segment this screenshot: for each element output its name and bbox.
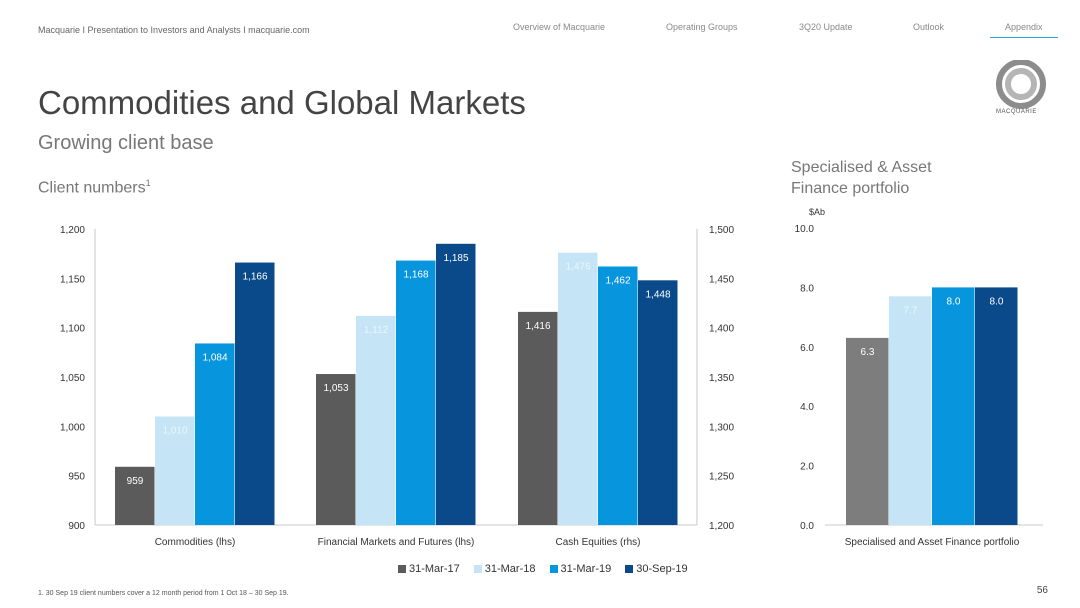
client-numbers-footnote-ref: 1 bbox=[145, 178, 151, 188]
bar-data-label: 1,168 bbox=[403, 270, 428, 281]
saf-y-tick-label: 10.0 bbox=[795, 224, 815, 235]
right-y-tick-label: 1,400 bbox=[709, 324, 734, 335]
category-label: Commodities (lhs) bbox=[155, 537, 236, 548]
saf-bar-31-mar-18 bbox=[889, 296, 932, 525]
bar-31-mar-19 bbox=[195, 343, 235, 525]
logo-text: MACQUARIE bbox=[996, 109, 1037, 115]
nav-3q20-update[interactable]: 3Q20 Update bbox=[799, 22, 853, 32]
bar-31-mar-17 bbox=[115, 466, 155, 525]
legend-item-31-mar-17: 31-Mar-17 bbox=[398, 563, 460, 575]
nav-appendix[interactable]: Appendix bbox=[1005, 22, 1043, 32]
header-topline: Macquarie I Presentation to Investors an… bbox=[38, 25, 310, 35]
saf-portfolio-title: Specialised & Asset Finance portfolio bbox=[791, 157, 932, 199]
legend-swatch-31-mar-18 bbox=[473, 565, 482, 573]
bar-data-label: 1,166 bbox=[242, 272, 267, 283]
bar-31-mar-19 bbox=[396, 260, 436, 525]
legend-item-30-sep-19: 30-Sep-19 bbox=[625, 563, 688, 575]
bar-data-label: 1,416 bbox=[525, 321, 550, 332]
legend-label-31-mar-18: 31-Mar-18 bbox=[484, 563, 536, 575]
bar-31-mar-18 bbox=[155, 416, 195, 525]
saf-title-line2: Finance portfolio bbox=[791, 180, 910, 197]
bar-31-mar-18 bbox=[356, 315, 396, 525]
saf-y-tick-label: 2.0 bbox=[800, 462, 814, 473]
bar-data-label: 1,053 bbox=[323, 383, 348, 394]
nav-operating-groups[interactable]: Operating Groups bbox=[666, 22, 738, 32]
bar-30-sep-19 bbox=[235, 262, 275, 525]
saf-y-tick-label: 0.0 bbox=[800, 521, 814, 532]
left-y-tick-label: 1,150 bbox=[60, 274, 85, 285]
saf-y-tick-label: 8.0 bbox=[800, 283, 814, 294]
saf-category-label: Specialised and Asset Finance portfolio bbox=[845, 537, 1020, 548]
bar-data-label: 1,112 bbox=[364, 325, 389, 336]
left-y-tick-label: 1,050 bbox=[60, 373, 85, 384]
category-label: Financial Markets and Futures (lhs) bbox=[318, 537, 475, 548]
legend-swatch-30-sep-19 bbox=[625, 565, 634, 573]
footnote: 1. 30 Sep 19 client numbers cover a 12 m… bbox=[38, 590, 289, 597]
right-y-tick-label: 1,250 bbox=[709, 472, 734, 483]
bar-31-mar-17 bbox=[316, 374, 356, 525]
bar-data-label: 1,084 bbox=[202, 352, 227, 363]
saf-title-line1: Specialised & Asset bbox=[791, 159, 932, 176]
right-y-tick-label: 1,450 bbox=[709, 274, 734, 285]
bar-30-sep-19 bbox=[436, 243, 476, 526]
legend-label-31-mar-19: 31-Mar-19 bbox=[560, 563, 612, 575]
saf-bar-31-mar-17 bbox=[846, 337, 889, 525]
bar-data-label: 959 bbox=[127, 476, 144, 487]
left-y-tick-label: 1,000 bbox=[60, 422, 85, 433]
right-y-tick-label: 1,500 bbox=[709, 225, 734, 236]
bar-data-label: 1,010 bbox=[162, 425, 187, 436]
saf-bar-31-mar-19 bbox=[932, 287, 975, 525]
saf-bar-data-label: 7.7 bbox=[904, 305, 918, 316]
saf-bar-30-sep-19 bbox=[975, 287, 1018, 525]
legend-swatch-31-mar-17 bbox=[398, 565, 406, 573]
nav-overview[interactable]: Overview of Macquarie bbox=[513, 22, 606, 32]
saf-bar-data-label: 8.0 bbox=[947, 296, 961, 307]
page-title: Commodities and Global Markets bbox=[38, 84, 526, 121]
left-y-tick-label: 1,100 bbox=[60, 324, 85, 335]
left-y-tick-label: 950 bbox=[68, 472, 85, 483]
bar-data-label: 1,462 bbox=[605, 275, 630, 286]
legend-item-31-mar-18: 31-Mar-18 bbox=[473, 563, 536, 575]
bar-31-mar-18 bbox=[558, 252, 598, 525]
bar-31-mar-19 bbox=[598, 266, 638, 525]
page-number: 56 bbox=[1036, 585, 1048, 596]
nav-active-underline bbox=[990, 37, 1058, 38]
saf-y-tick-label: 6.0 bbox=[800, 343, 814, 354]
legend-swatch-31-mar-19 bbox=[549, 565, 558, 573]
bar-data-label: 1,448 bbox=[645, 289, 670, 300]
left-y-tick-label: 1,200 bbox=[60, 225, 85, 236]
right-y-tick-label: 1,200 bbox=[709, 521, 734, 532]
right-y-tick-label: 1,350 bbox=[709, 373, 734, 384]
category-label: Cash Equities (rhs) bbox=[555, 537, 640, 548]
bar-data-label: 1,185 bbox=[443, 253, 468, 264]
client-numbers-text: Client numbers bbox=[38, 179, 146, 197]
saf-y-unit-label: $Ab bbox=[809, 207, 825, 217]
client-numbers-label: Client numbers1 bbox=[38, 178, 151, 197]
nav-outlook[interactable]: Outlook bbox=[913, 22, 945, 32]
bar-30-sep-19 bbox=[638, 280, 678, 525]
legend-label-31-mar-17: 31-Mar-17 bbox=[409, 563, 460, 575]
right-y-tick-label: 1,300 bbox=[709, 422, 734, 433]
legend-label-30-sep-19: 30-Sep-19 bbox=[636, 563, 688, 575]
chart-legend: 31-Mar-17 31-Mar-18 31-Mar-19 30-Sep-19 bbox=[398, 563, 688, 575]
bar-data-label: 1,476 bbox=[565, 262, 590, 273]
saf-y-tick-label: 4.0 bbox=[800, 402, 814, 413]
macquarie-logo bbox=[996, 60, 1046, 109]
legend-item-31-mar-19: 31-Mar-19 bbox=[549, 563, 612, 575]
saf-bar-data-label: 8.0 bbox=[990, 296, 1004, 307]
saf-bar-data-label: 6.3 bbox=[861, 347, 875, 358]
bar-31-mar-17 bbox=[518, 311, 558, 525]
left-y-tick-label: 900 bbox=[68, 521, 85, 532]
page-subtitle: Growing client base bbox=[38, 132, 214, 154]
